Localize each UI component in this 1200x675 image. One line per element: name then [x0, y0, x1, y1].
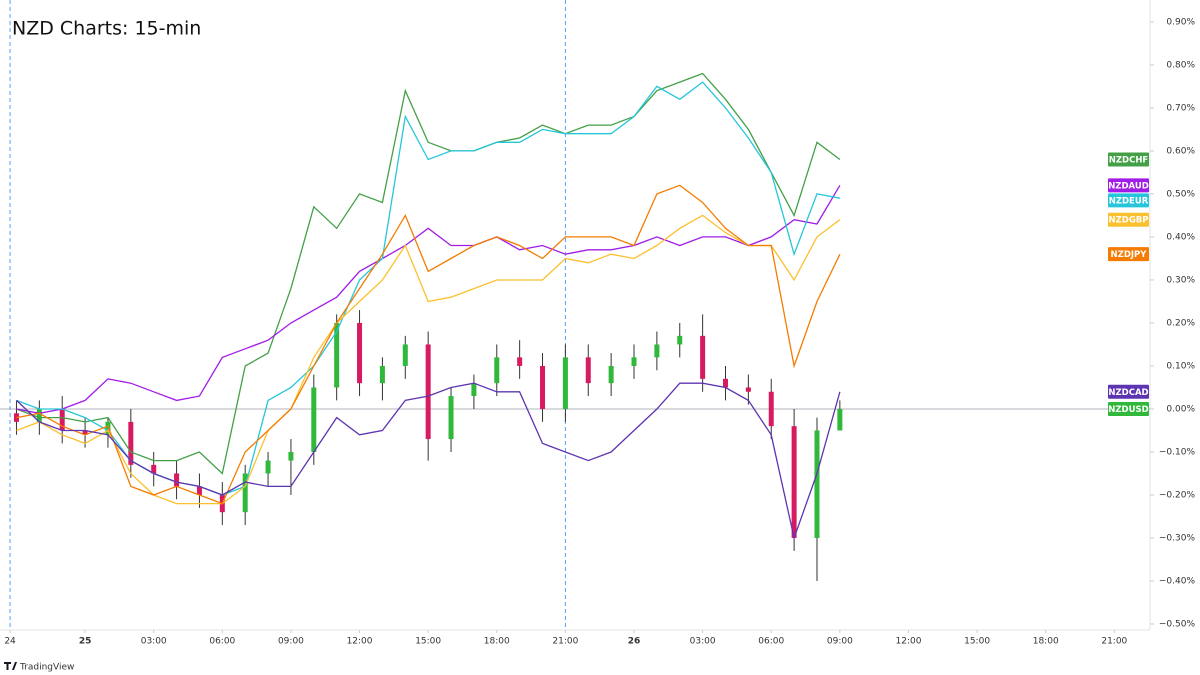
series-line	[16, 72, 841, 475]
series-tag-box	[1108, 247, 1149, 262]
series-tag-box	[1108, 384, 1149, 399]
logo: TradingView	[4, 662, 74, 673]
series-tag-box	[1108, 193, 1149, 208]
y-tick-label: 0.40%	[1166, 232, 1195, 242]
x-tick-label: 26	[628, 637, 641, 647]
candle-body	[265, 460, 271, 474]
candle-body	[722, 378, 728, 388]
y-tick-label: 0.30%	[1166, 275, 1195, 285]
candle-body	[608, 365, 614, 384]
series-tag-box	[1108, 401, 1149, 416]
series-line	[16, 184, 841, 414]
y-tick-label: −0.40%	[1159, 576, 1196, 586]
candle-body	[791, 426, 797, 538]
x-tick-label: 03:00	[141, 637, 167, 647]
candle-body	[105, 421, 111, 435]
x-tick-label: 12:00	[896, 637, 922, 647]
candle-body	[82, 430, 88, 435]
candle-body	[196, 486, 202, 495]
series-tag-box	[1108, 152, 1149, 167]
x-tick-label: 06:00	[209, 637, 235, 647]
x-tick-label: 09:00	[278, 637, 304, 647]
series-tag: NZDCAD	[1108, 384, 1149, 399]
candle-body	[151, 464, 157, 474]
candle-body	[837, 408, 843, 431]
x-tick-label: 25	[79, 637, 92, 647]
x-tick-label: 15:00	[964, 637, 990, 647]
candle-body	[448, 396, 454, 440]
y-tick-label: −0.10%	[1159, 447, 1196, 457]
y-tick-label: 0.20%	[1166, 318, 1195, 328]
candle-body	[174, 473, 180, 487]
x-tick-label: 24	[4, 637, 16, 647]
x-tick-label: 15:00	[415, 637, 441, 647]
candle-body	[379, 365, 385, 384]
candle-body	[517, 357, 523, 366]
candle-body	[128, 421, 134, 465]
y-tick-label: 0.00%	[1166, 404, 1195, 414]
candle-body	[471, 383, 477, 397]
y-tick-label: 0.70%	[1166, 103, 1195, 113]
candle-body	[700, 335, 706, 379]
series-tag: NZDCHF	[1108, 152, 1149, 167]
series-tag-box	[1108, 212, 1149, 227]
y-tick-label: −0.50%	[1159, 619, 1196, 629]
y-tick-label: 0.10%	[1166, 361, 1195, 371]
candle-body	[311, 387, 317, 452]
series-tag: NZDGBP	[1108, 212, 1149, 227]
series-line	[16, 184, 841, 505]
candle-body	[425, 344, 431, 440]
y-tick-label: 0.50%	[1166, 189, 1195, 199]
series-line	[16, 382, 841, 541]
candle-body	[585, 357, 591, 384]
logo-icon	[4, 662, 17, 670]
x-tick-label: 21:00	[1101, 637, 1127, 647]
legend-label: NZDJPY	[1111, 250, 1148, 260]
candle-body	[59, 408, 65, 431]
logo-text: TradingView	[19, 663, 74, 673]
legend-label: NZDUSD	[1108, 405, 1148, 415]
candle-body	[36, 408, 42, 422]
legend-label: NZDCHF	[1109, 156, 1149, 166]
series-tag-box	[1108, 178, 1149, 193]
candle-body	[334, 322, 340, 388]
y-tick-label: −0.30%	[1159, 533, 1196, 543]
candle-body	[745, 387, 751, 392]
candle-body	[677, 335, 683, 345]
x-tick-label: 18:00	[1033, 637, 1059, 647]
candle-body	[357, 322, 363, 384]
series-tag: NZDEUR	[1108, 193, 1149, 208]
candle-body	[494, 357, 500, 384]
x-tick-label: 21:00	[552, 637, 578, 647]
y-tick-label: 0.60%	[1166, 146, 1195, 156]
legend-label: NZDAUD	[1108, 181, 1149, 191]
candle-body	[814, 430, 820, 538]
series-tag: NZDAUD	[1108, 178, 1149, 193]
x-tick-label: 12:00	[347, 637, 373, 647]
candle-body	[654, 344, 660, 358]
candle-body	[562, 357, 568, 409]
legend-label: NZDCAD	[1108, 388, 1148, 398]
candle-body	[13, 413, 19, 422]
y-tick-label: 0.80%	[1166, 60, 1195, 70]
y-tick-label: 0.90%	[1166, 17, 1195, 27]
legend-label: NZDEUR	[1109, 196, 1149, 206]
series-tag: NZDJPY	[1108, 247, 1149, 262]
candle-body	[288, 451, 294, 461]
x-tick-label: 18:00	[484, 637, 510, 647]
series-tag: NZDUSD	[1108, 401, 1149, 416]
candle-body	[631, 357, 637, 366]
x-tick-label: 03:00	[690, 637, 716, 647]
candle-body	[402, 344, 408, 366]
chart-title: NZD Charts: 15-min	[12, 18, 201, 40]
candle-body	[242, 473, 248, 513]
candle-body	[768, 391, 774, 427]
x-tick-label: 09:00	[827, 637, 853, 647]
y-tick-label: −0.20%	[1159, 490, 1196, 500]
legend-label: NZDGBP	[1108, 216, 1148, 226]
candle-body	[540, 365, 546, 409]
x-tick-label: 06:00	[758, 637, 784, 647]
